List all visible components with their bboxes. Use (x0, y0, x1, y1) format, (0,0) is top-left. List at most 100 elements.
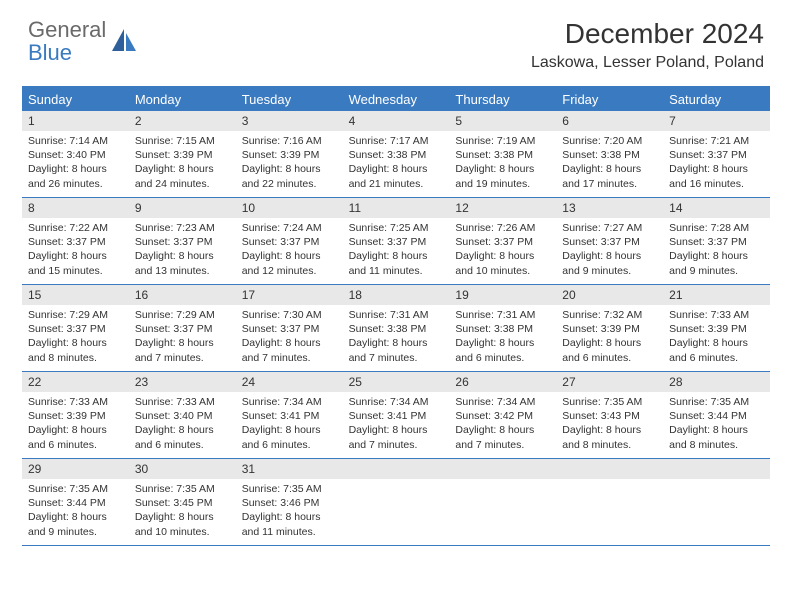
sunset-label: Sunset: 3:39 PM (562, 322, 657, 336)
day-cell: 18Sunrise: 7:31 AMSunset: 3:38 PMDayligh… (343, 285, 450, 371)
daylight-label: Daylight: 8 hours and 24 minutes. (135, 162, 230, 190)
location-label: Laskowa, Lesser Poland, Poland (531, 54, 764, 72)
day-of-week-header: Sunday Monday Tuesday Wednesday Thursday… (22, 88, 770, 111)
day-body: Sunrise: 7:34 AMSunset: 3:41 PMDaylight:… (343, 392, 450, 458)
day-body: Sunrise: 7:23 AMSunset: 3:37 PMDaylight:… (129, 218, 236, 284)
day-cell (556, 459, 663, 545)
dow-saturday: Saturday (663, 88, 770, 111)
daylight-label: Daylight: 8 hours and 6 minutes. (28, 423, 123, 451)
day-number: 29 (22, 459, 129, 479)
day-body: Sunrise: 7:35 AMSunset: 3:44 PMDaylight:… (22, 479, 129, 545)
sunset-label: Sunset: 3:45 PM (135, 496, 230, 510)
sail-icon (112, 29, 138, 56)
daylight-label: Daylight: 8 hours and 6 minutes. (562, 336, 657, 364)
sunset-label: Sunset: 3:37 PM (28, 235, 123, 249)
daylight-label: Daylight: 8 hours and 10 minutes. (135, 510, 230, 538)
logo-text-general: General (28, 18, 106, 41)
sunrise-label: Sunrise: 7:30 AM (242, 308, 337, 322)
day-cell: 27Sunrise: 7:35 AMSunset: 3:43 PMDayligh… (556, 372, 663, 458)
sunrise-label: Sunrise: 7:35 AM (28, 482, 123, 496)
sunset-label: Sunset: 3:41 PM (242, 409, 337, 423)
sunset-label: Sunset: 3:46 PM (242, 496, 337, 510)
daylight-label: Daylight: 8 hours and 6 minutes. (135, 423, 230, 451)
day-number: 25 (343, 372, 450, 392)
day-number: 27 (556, 372, 663, 392)
daylight-label: Daylight: 8 hours and 10 minutes. (455, 249, 550, 277)
sunset-label: Sunset: 3:37 PM (242, 322, 337, 336)
daylight-label: Daylight: 8 hours and 7 minutes. (455, 423, 550, 451)
sunrise-label: Sunrise: 7:33 AM (135, 395, 230, 409)
sunset-label: Sunset: 3:38 PM (349, 322, 444, 336)
day-number: 4 (343, 111, 450, 131)
sunset-label: Sunset: 3:40 PM (28, 148, 123, 162)
daylight-label: Daylight: 8 hours and 21 minutes. (349, 162, 444, 190)
dow-tuesday: Tuesday (236, 88, 343, 111)
day-number: 26 (449, 372, 556, 392)
day-cell: 3Sunrise: 7:16 AMSunset: 3:39 PMDaylight… (236, 111, 343, 197)
day-body: Sunrise: 7:28 AMSunset: 3:37 PMDaylight:… (663, 218, 770, 284)
day-cell: 12Sunrise: 7:26 AMSunset: 3:37 PMDayligh… (449, 198, 556, 284)
daylight-label: Daylight: 8 hours and 6 minutes. (242, 423, 337, 451)
sunrise-label: Sunrise: 7:34 AM (242, 395, 337, 409)
daylight-label: Daylight: 8 hours and 9 minutes. (669, 249, 764, 277)
daylight-label: Daylight: 8 hours and 11 minutes. (349, 249, 444, 277)
day-number: 10 (236, 198, 343, 218)
sunrise-label: Sunrise: 7:32 AM (562, 308, 657, 322)
day-cell: 6Sunrise: 7:20 AMSunset: 3:38 PMDaylight… (556, 111, 663, 197)
day-number: 14 (663, 198, 770, 218)
daylight-label: Daylight: 8 hours and 15 minutes. (28, 249, 123, 277)
day-body: Sunrise: 7:15 AMSunset: 3:39 PMDaylight:… (129, 131, 236, 197)
sunrise-label: Sunrise: 7:35 AM (669, 395, 764, 409)
day-number: 23 (129, 372, 236, 392)
day-body: Sunrise: 7:16 AMSunset: 3:39 PMDaylight:… (236, 131, 343, 197)
day-body: Sunrise: 7:21 AMSunset: 3:37 PMDaylight:… (663, 131, 770, 197)
day-body: Sunrise: 7:33 AMSunset: 3:39 PMDaylight:… (663, 305, 770, 371)
weeks-container: 1Sunrise: 7:14 AMSunset: 3:40 PMDaylight… (22, 111, 770, 546)
sunset-label: Sunset: 3:37 PM (669, 148, 764, 162)
day-cell: 28Sunrise: 7:35 AMSunset: 3:44 PMDayligh… (663, 372, 770, 458)
sunset-label: Sunset: 3:44 PM (669, 409, 764, 423)
day-cell: 25Sunrise: 7:34 AMSunset: 3:41 PMDayligh… (343, 372, 450, 458)
dow-sunday: Sunday (22, 88, 129, 111)
dow-friday: Friday (556, 88, 663, 111)
sunset-label: Sunset: 3:39 PM (135, 148, 230, 162)
title-block: December 2024 Laskowa, Lesser Poland, Po… (531, 18, 764, 72)
day-number: 28 (663, 372, 770, 392)
sunset-label: Sunset: 3:37 PM (135, 322, 230, 336)
sunrise-label: Sunrise: 7:27 AM (562, 221, 657, 235)
sunrise-label: Sunrise: 7:35 AM (242, 482, 337, 496)
sunset-label: Sunset: 3:37 PM (349, 235, 444, 249)
sunset-label: Sunset: 3:37 PM (242, 235, 337, 249)
dow-monday: Monday (129, 88, 236, 111)
sunrise-label: Sunrise: 7:16 AM (242, 134, 337, 148)
day-cell: 24Sunrise: 7:34 AMSunset: 3:41 PMDayligh… (236, 372, 343, 458)
sunrise-label: Sunrise: 7:23 AM (135, 221, 230, 235)
day-cell: 4Sunrise: 7:17 AMSunset: 3:38 PMDaylight… (343, 111, 450, 197)
logo: General Blue (28, 18, 138, 64)
day-cell: 21Sunrise: 7:33 AMSunset: 3:39 PMDayligh… (663, 285, 770, 371)
day-body: Sunrise: 7:35 AMSunset: 3:43 PMDaylight:… (556, 392, 663, 458)
week-row: 22Sunrise: 7:33 AMSunset: 3:39 PMDayligh… (22, 372, 770, 459)
daylight-label: Daylight: 8 hours and 9 minutes. (28, 510, 123, 538)
day-cell: 1Sunrise: 7:14 AMSunset: 3:40 PMDaylight… (22, 111, 129, 197)
day-cell: 31Sunrise: 7:35 AMSunset: 3:46 PMDayligh… (236, 459, 343, 545)
day-number (343, 459, 450, 479)
day-cell: 14Sunrise: 7:28 AMSunset: 3:37 PMDayligh… (663, 198, 770, 284)
sunset-label: Sunset: 3:43 PM (562, 409, 657, 423)
day-number: 11 (343, 198, 450, 218)
sunrise-label: Sunrise: 7:33 AM (28, 395, 123, 409)
sunset-label: Sunset: 3:40 PM (135, 409, 230, 423)
sunrise-label: Sunrise: 7:31 AM (455, 308, 550, 322)
sunset-label: Sunset: 3:38 PM (455, 148, 550, 162)
day-body: Sunrise: 7:33 AMSunset: 3:39 PMDaylight:… (22, 392, 129, 458)
page-title: December 2024 (531, 18, 764, 50)
day-body: Sunrise: 7:20 AMSunset: 3:38 PMDaylight:… (556, 131, 663, 197)
daylight-label: Daylight: 8 hours and 9 minutes. (562, 249, 657, 277)
day-cell: 9Sunrise: 7:23 AMSunset: 3:37 PMDaylight… (129, 198, 236, 284)
day-body: Sunrise: 7:29 AMSunset: 3:37 PMDaylight:… (22, 305, 129, 371)
daylight-label: Daylight: 8 hours and 7 minutes. (242, 336, 337, 364)
day-number (663, 459, 770, 479)
week-row: 8Sunrise: 7:22 AMSunset: 3:37 PMDaylight… (22, 198, 770, 285)
day-body: Sunrise: 7:30 AMSunset: 3:37 PMDaylight:… (236, 305, 343, 371)
sunrise-label: Sunrise: 7:34 AM (349, 395, 444, 409)
